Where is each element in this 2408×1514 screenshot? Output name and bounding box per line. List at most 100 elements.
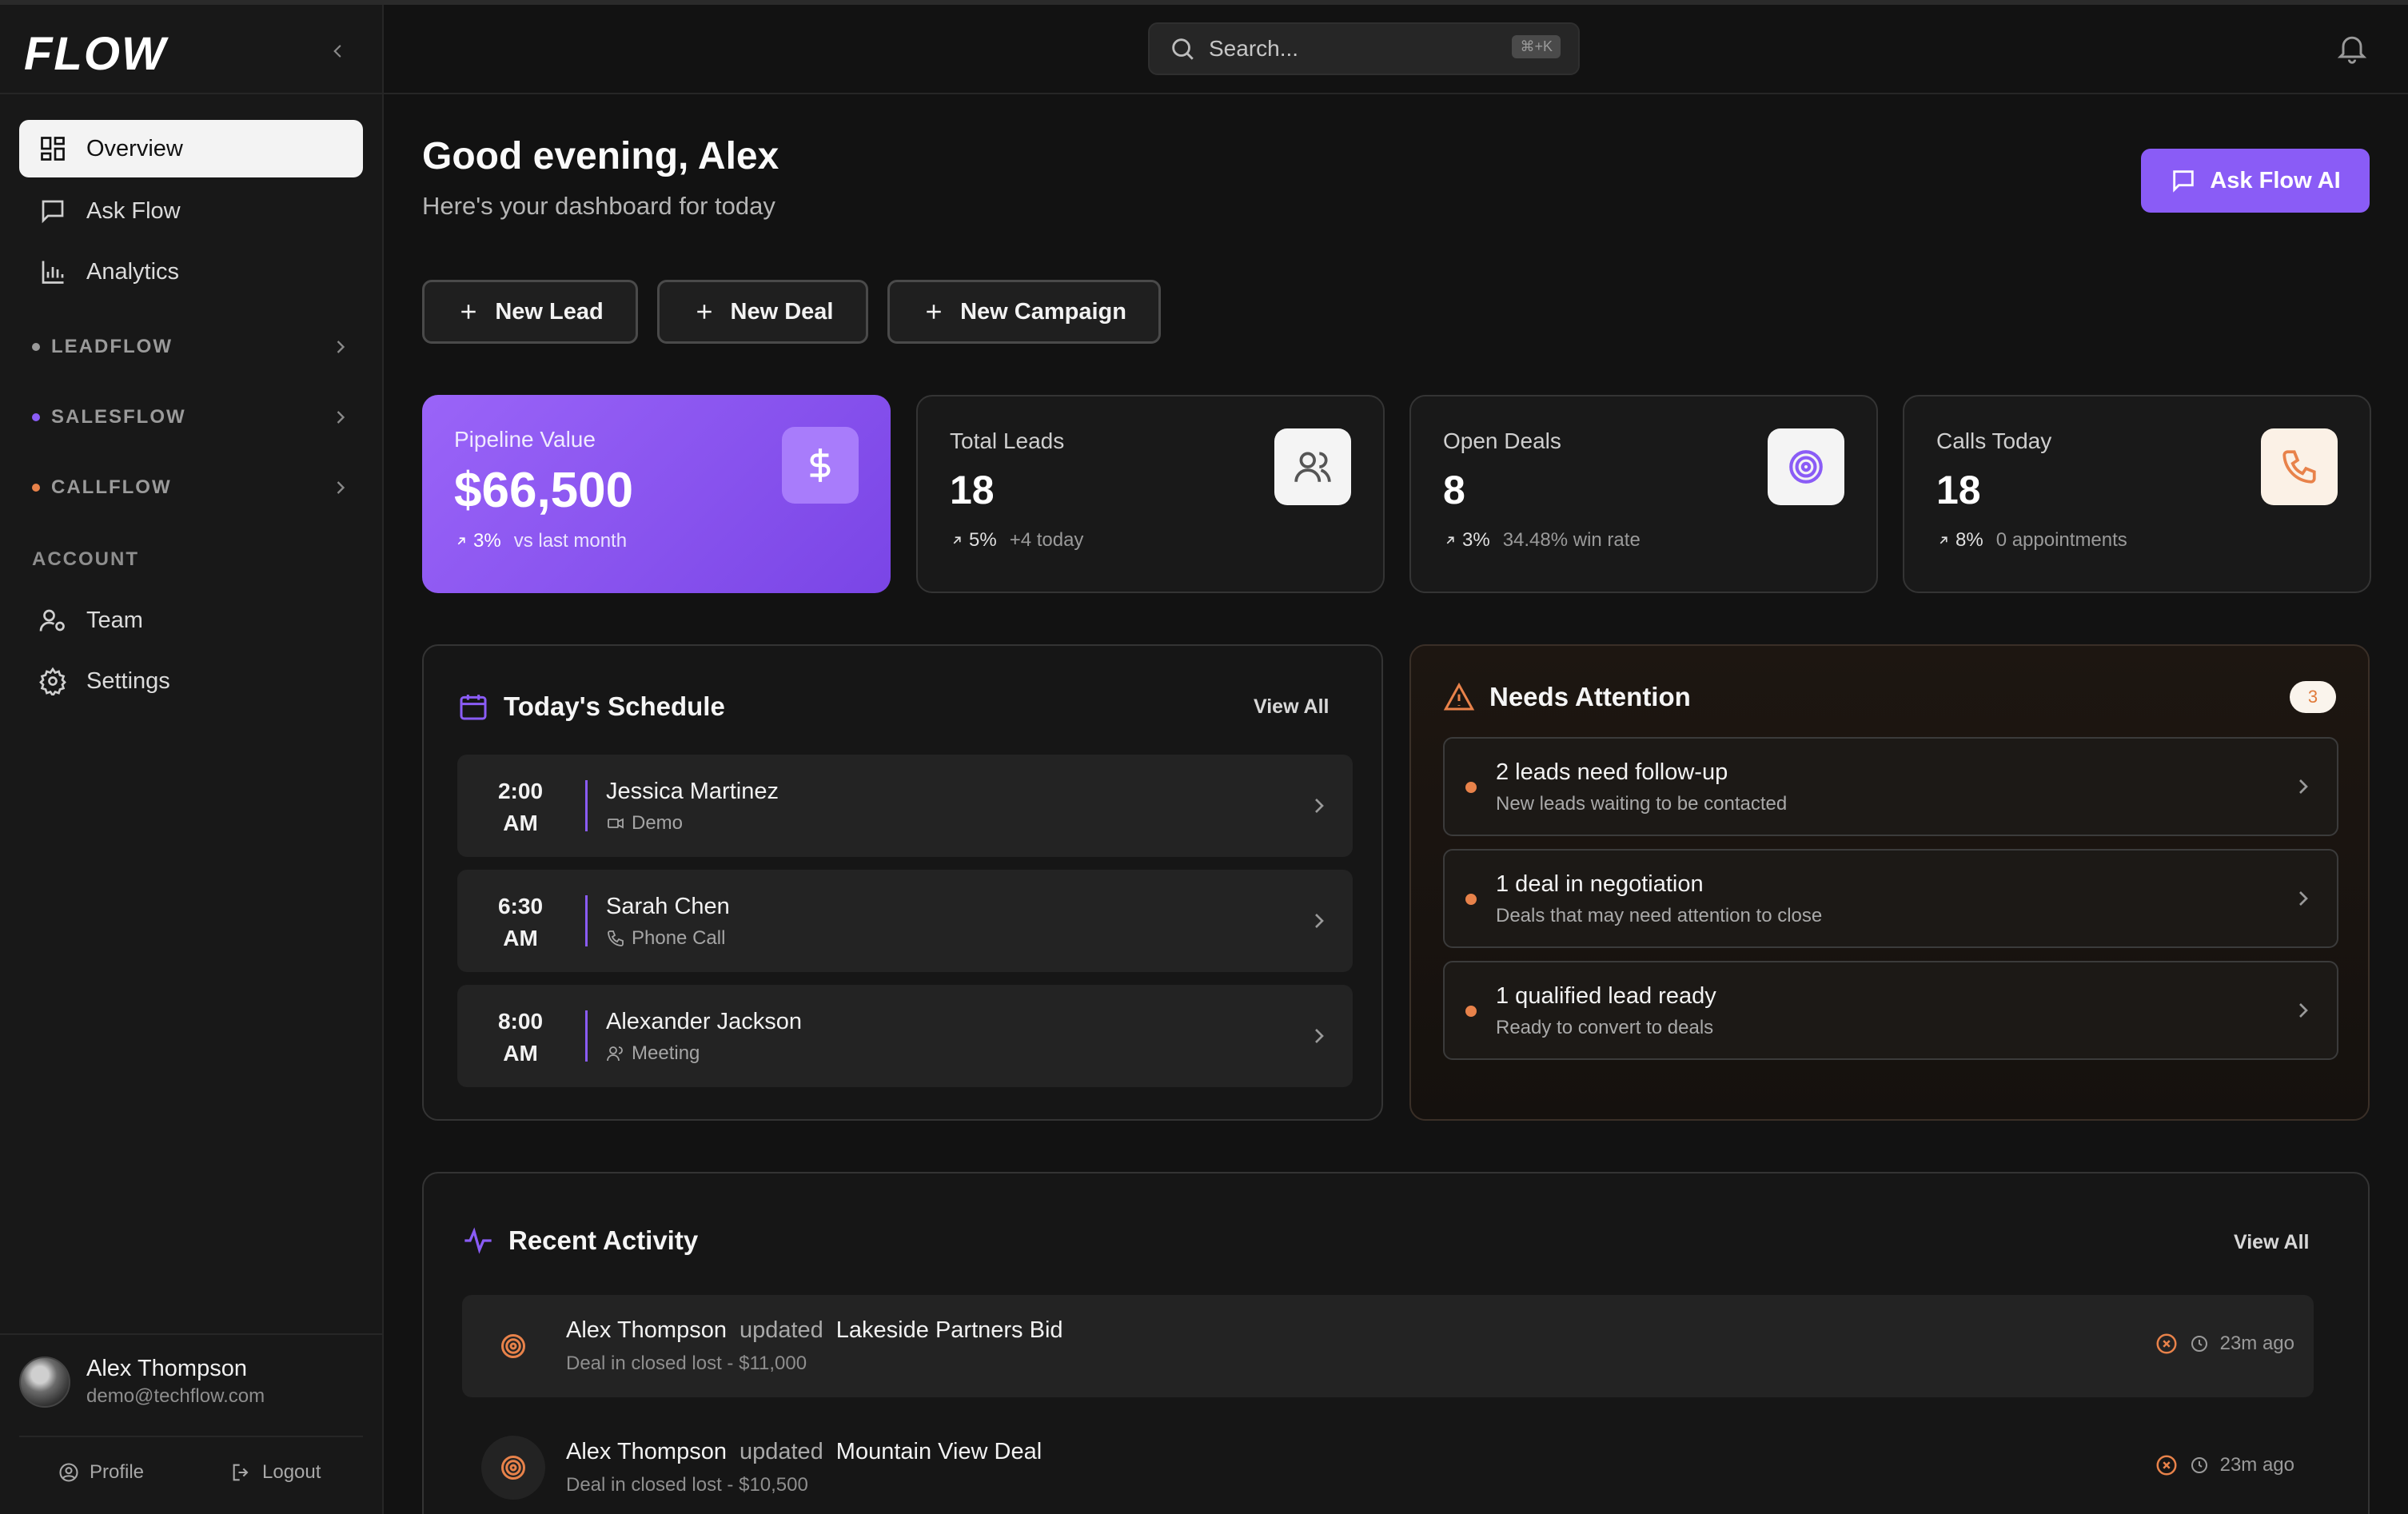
sidebar-item-label: Settings bbox=[86, 667, 170, 694]
activity-meta: 23m ago bbox=[2155, 1332, 2294, 1356]
activity-item[interactable]: Alex Thompson updated Mountain View Deal… bbox=[462, 1416, 2314, 1514]
x-circle-icon bbox=[2156, 1455, 2177, 1476]
stat-pct: 8% bbox=[1956, 529, 1983, 551]
activity-target: Mountain View Deal bbox=[835, 1439, 1043, 1464]
panel-title-text: Today's Schedule bbox=[504, 691, 725, 721]
bar-chart-icon bbox=[42, 261, 64, 284]
stat-note: 34.48% win rate bbox=[1502, 529, 1641, 551]
users-icon bbox=[1294, 452, 1331, 482]
stat-trend: 3% 34.48% win rate bbox=[1443, 529, 1844, 552]
stat-note: vs last month bbox=[513, 530, 628, 552]
stat-label: Total Leads bbox=[950, 428, 1065, 453]
activity-item[interactable]: Alex Thompson updated Lakeside Partners … bbox=[462, 1295, 2314, 1397]
user-email: demo@techflow.com bbox=[86, 1385, 265, 1407]
plus-icon bbox=[927, 305, 941, 319]
activity-actor: Alex Thompson bbox=[566, 1439, 727, 1464]
schedule-item[interactable]: 6:30 AM Sarah Chen Phone Call bbox=[457, 870, 1353, 972]
stat-icon-box bbox=[2261, 428, 2338, 505]
attention-item[interactable]: 1 qualified lead ready Ready to convert … bbox=[1443, 961, 2338, 1060]
collapse-sidebar-button[interactable] bbox=[321, 35, 353, 67]
plus-icon bbox=[696, 305, 712, 319]
schedule-type: Demo bbox=[606, 812, 683, 835]
section-dot bbox=[32, 343, 40, 351]
new-lead-button[interactable]: New Lead bbox=[422, 280, 638, 344]
schedule-time: 8:00 AM bbox=[497, 1009, 544, 1066]
user-card[interactable]: Alex Thompson demo@techflow.com bbox=[19, 1356, 265, 1408]
target-icon bbox=[1789, 450, 1823, 484]
activity-time: 23m ago bbox=[2219, 1454, 2294, 1476]
section-callflow[interactable]: CALLFLOW bbox=[32, 472, 352, 504]
activity-icon-box bbox=[481, 1436, 545, 1500]
attention-item[interactable]: 1 deal in negotiation Deals that may nee… bbox=[1443, 849, 2338, 948]
schedule-item[interactable]: 8:00 AM Alexander Jackson Meeting bbox=[457, 985, 1353, 1087]
profile-label: Profile bbox=[90, 1461, 145, 1483]
profile-button[interactable]: Profile bbox=[58, 1461, 144, 1484]
stat-card-leads[interactable]: Total Leads 18 5% +4 today bbox=[916, 395, 1385, 593]
search-input[interactable]: Search... ⌘+K bbox=[1148, 22, 1580, 75]
panel-title-text: Needs Attention bbox=[1489, 682, 1691, 711]
chevron-right-icon bbox=[2299, 891, 2308, 906]
schedule-contact: Alexander Jackson bbox=[606, 1009, 803, 1034]
activity-actor: Alex Thompson bbox=[566, 1317, 727, 1343]
sidebar-divider bbox=[0, 93, 382, 94]
arrow-up-right-icon bbox=[1940, 536, 1948, 544]
activity-icon-box bbox=[481, 1314, 545, 1378]
stat-icon-box bbox=[1768, 428, 1844, 505]
activity-target: Lakeside Partners Bid bbox=[835, 1317, 1063, 1343]
attention-item-title: 1 deal in negotiation bbox=[1496, 871, 1704, 897]
button-label: New Campaign bbox=[960, 298, 1126, 325]
section-dot bbox=[32, 413, 40, 421]
stat-card-pipeline[interactable]: Pipeline Value $66,500 3% vs last month bbox=[422, 395, 891, 593]
section-label: CALLFLOW bbox=[51, 476, 172, 498]
sidebar-item-analytics[interactable]: Analytics bbox=[19, 243, 363, 301]
ask-flow-ai-button[interactable]: Ask Flow AI bbox=[2141, 149, 2370, 213]
search-placeholder: Search... bbox=[1209, 36, 1299, 61]
shortcut-badge: ⌘+K bbox=[1512, 35, 1561, 58]
arrow-up-right-icon bbox=[457, 537, 465, 545]
clock-icon bbox=[2191, 1336, 2207, 1352]
button-label: New Lead bbox=[495, 298, 604, 325]
sidebar-item-label: Team bbox=[86, 607, 143, 633]
schedule-item[interactable]: 2:00 AM Jessica Martinez Demo bbox=[457, 755, 1353, 857]
sidebar-item-team[interactable]: Team bbox=[19, 592, 363, 649]
search-icon bbox=[1172, 38, 1194, 60]
warning-icon bbox=[1443, 682, 1475, 711]
stat-card-calls[interactable]: Calls Today 18 8% 0 appointments bbox=[1903, 395, 2371, 593]
sidebar-item-overview[interactable]: Overview bbox=[19, 120, 363, 177]
new-deal-button[interactable]: New Deal bbox=[657, 280, 868, 344]
bell-icon[interactable] bbox=[2334, 30, 2370, 66]
phone-icon bbox=[2282, 450, 2316, 484]
attention-item-sub: Deals that may need attention to close bbox=[1496, 905, 1823, 926]
attention-item[interactable]: 2 leads need follow-up New leads waiting… bbox=[1443, 737, 2338, 836]
account-section-label: ACCOUNT bbox=[32, 548, 139, 570]
schedule-view-all-link[interactable]: View All bbox=[1254, 695, 1330, 718]
sidebar-item-ask-flow[interactable]: Ask Flow bbox=[19, 182, 363, 240]
chat-icon bbox=[2173, 170, 2195, 193]
activity-pulse-icon bbox=[464, 1227, 492, 1254]
logout-button[interactable]: Logout bbox=[230, 1461, 321, 1484]
section-leadflow[interactable]: LEADFLOW bbox=[32, 331, 352, 363]
schedule-time: 6:30 AM bbox=[497, 894, 544, 950]
stat-note: 0 appointments bbox=[1995, 529, 2127, 551]
stat-label: Open Deals bbox=[1443, 428, 1561, 453]
stat-card-deals[interactable]: Open Deals 8 3% 34.48% win rate bbox=[1409, 395, 1878, 593]
stat-pct: 3% bbox=[1462, 529, 1490, 551]
attention-item-title: 2 leads need follow-up bbox=[1496, 759, 1728, 785]
stat-value: 18 bbox=[1936, 468, 1981, 512]
section-salesflow[interactable]: SALESFLOW bbox=[32, 401, 352, 433]
schedule-panel: Today's Schedule View All 2:00 AM Jessica… bbox=[422, 644, 1383, 1121]
schedule-bar bbox=[585, 780, 588, 831]
app-logo: FLOW bbox=[24, 28, 167, 80]
schedule-type: Phone Call bbox=[606, 927, 725, 950]
chevron-right-icon bbox=[337, 481, 345, 494]
plus-icon bbox=[461, 305, 476, 319]
stat-label: Calls Today bbox=[1936, 428, 2052, 453]
schedule-bar bbox=[585, 895, 588, 946]
attention-count-badge: 3 bbox=[2290, 681, 2336, 713]
activity-view-all-link[interactable]: View All bbox=[2234, 1231, 2310, 1253]
sidebar-item-settings[interactable]: Settings bbox=[19, 652, 363, 710]
activity-text: Alex Thompson updated Lakeside Partners … bbox=[566, 1317, 1063, 1344]
stat-pct: 3% bbox=[473, 530, 501, 552]
activity-verb: updated bbox=[739, 1317, 823, 1343]
new-campaign-button[interactable]: New Campaign bbox=[887, 280, 1161, 344]
